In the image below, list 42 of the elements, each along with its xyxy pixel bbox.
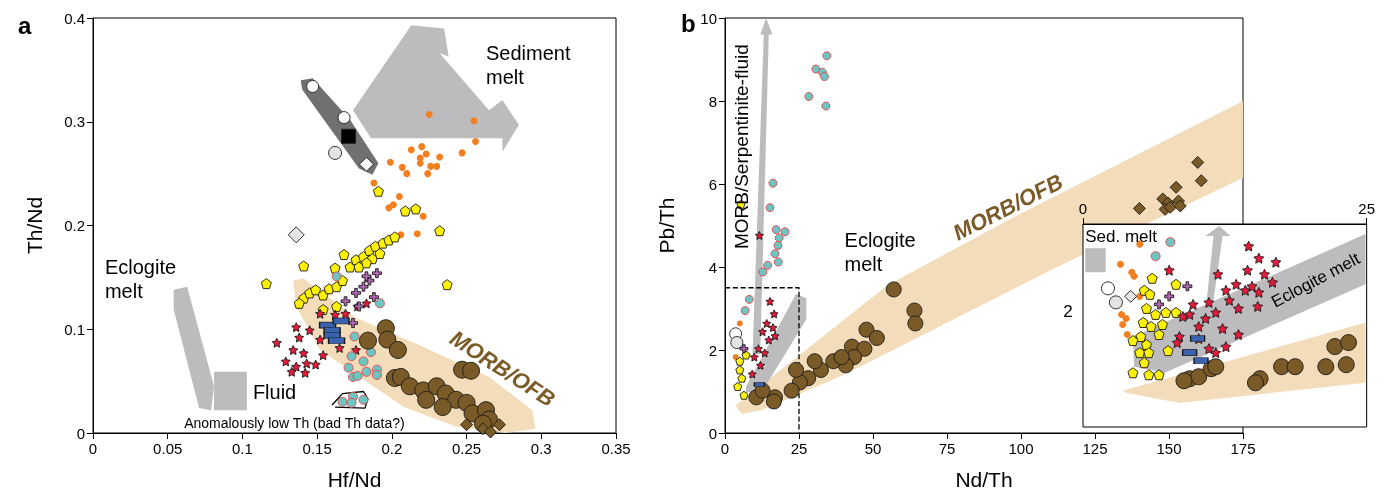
x-tick-label: 0.2 — [381, 440, 403, 457]
x-tick-label: 0.25 — [451, 440, 482, 457]
y-axis-title: Pb/Th — [655, 197, 678, 254]
x-tick-label: 0.3 — [530, 440, 552, 457]
x-tick-label: 75 — [938, 440, 956, 457]
x-tick-label: 25 — [790, 440, 808, 457]
annotation: Sediment melt — [486, 41, 577, 88]
annotation: Anomalously low Th (bad Th data?) — [184, 414, 405, 431]
y-tick-label: 2 — [708, 341, 717, 359]
y-tick-label: 0 — [708, 424, 717, 442]
y-tick-label: 6 — [708, 175, 717, 193]
y-tick-label: 0.1 — [64, 320, 85, 338]
y-tick-label: 0.2 — [64, 217, 85, 234]
y-axis-title: Th/Nd — [23, 196, 46, 255]
x-tick-label: 150 — [1156, 440, 1182, 457]
x-axis-title: Nd/Th — [955, 468, 1013, 491]
x-tick-label: 50 — [864, 440, 882, 457]
x-tick-label: 100 — [1008, 440, 1034, 457]
x-tick-label: 25 — [1358, 200, 1375, 217]
annotation: MORB/Serpentinite-fluid — [731, 44, 753, 250]
annotation: Eclogite melt — [844, 229, 922, 276]
y-tick-label: 0 — [76, 424, 85, 442]
annotation: Eclogite melt — [104, 256, 182, 303]
y-tick-label: 0.4 — [64, 9, 85, 27]
x-tick-label: 0.15 — [302, 440, 332, 457]
y-tick-label: 10 — [700, 9, 717, 27]
annotation: Sed. melt — [1085, 226, 1158, 246]
x-tick-label: 0 — [720, 440, 730, 457]
x-tick-label: 0.05 — [153, 440, 183, 457]
annotation: 2 — [1063, 301, 1073, 321]
x-tick-label: 125 — [1082, 440, 1108, 457]
annotation: Fluid — [252, 380, 297, 403]
x-tick-label: 0.35 — [601, 440, 631, 457]
x-tick-label: 0.1 — [232, 440, 253, 457]
y-tick-label: 4 — [708, 258, 717, 276]
chart-title: a — [18, 11, 32, 39]
x-tick-label: 0 — [88, 440, 98, 457]
x-axis-title: Hf/Nd — [327, 468, 382, 491]
y-tick-label: 8 — [708, 92, 717, 110]
chart-title: b — [681, 9, 696, 37]
x-tick-label: 175 — [1230, 440, 1256, 457]
y-tick-label: 0.3 — [64, 113, 85, 131]
